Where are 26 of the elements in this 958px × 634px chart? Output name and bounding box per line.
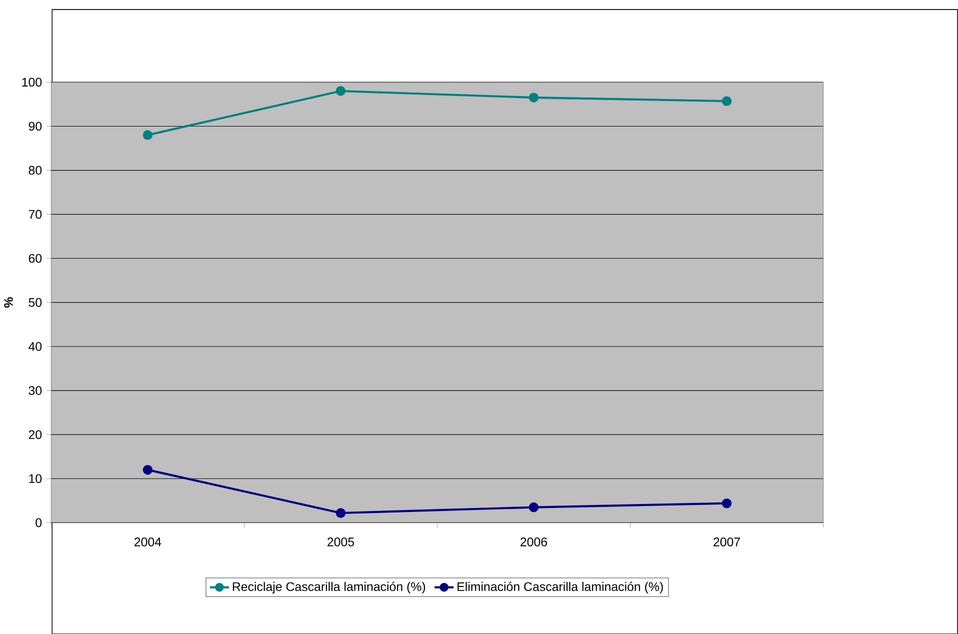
y-tick-label: 100 [22, 78, 42, 86]
y-tick-label: 50 [28, 298, 42, 307]
point [142, 464, 153, 474]
x-tick-label: 2007 [714, 537, 740, 546]
x-tick-label: 2004 [134, 537, 162, 546]
point [142, 130, 153, 140]
point [336, 508, 346, 518]
legend-label: Eliminación Cascarilla laminación (%) [458, 582, 663, 594]
y-tick-label: 30 [28, 386, 42, 395]
x-tick-label: 2005 [328, 537, 354, 546]
y-tick-label: 0 [36, 518, 42, 527]
point [528, 92, 539, 102]
point [722, 498, 732, 508]
y-tick-label: 10 [29, 474, 42, 483]
legend-label: Reciclaje Cascarilla laminación (%) [232, 582, 426, 594]
y-tick-label: 90 [28, 122, 42, 130]
y-tick-label: 60 [28, 254, 42, 263]
y-tick-label: 70 [28, 210, 42, 218]
x-tick-label: 2006 [520, 537, 548, 546]
point [336, 86, 346, 96]
y-tick-label: 20 [28, 430, 42, 439]
y-tick-label: 80 [28, 166, 42, 174]
point [722, 96, 732, 106]
y-axis-title: % [4, 297, 13, 308]
point [528, 502, 539, 512]
y-tick-label: 40 [28, 342, 42, 351]
